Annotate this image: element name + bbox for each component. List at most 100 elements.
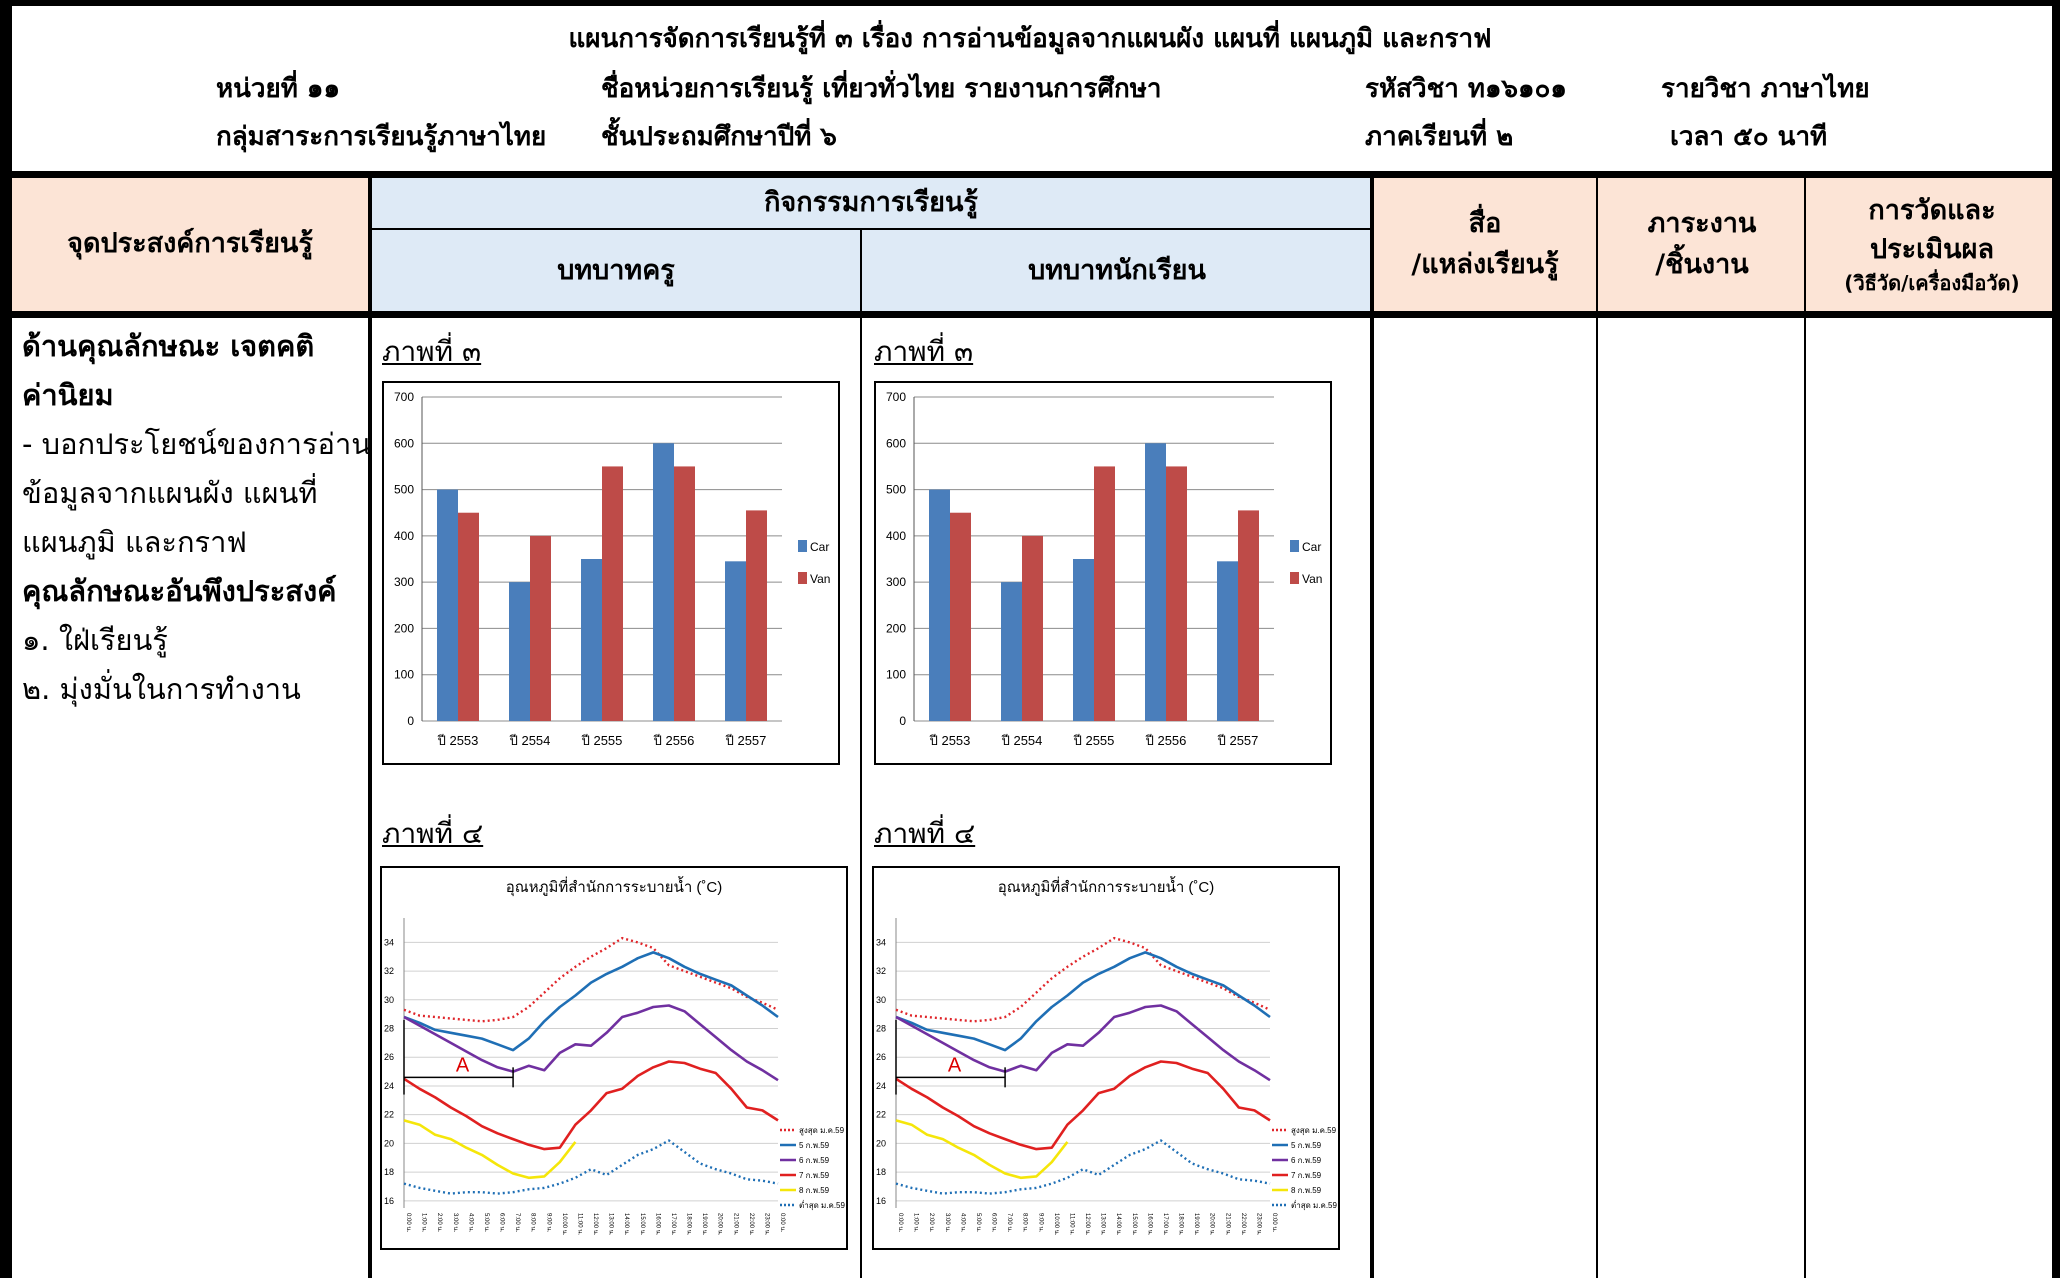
y-tick-label: 16	[384, 1196, 394, 1206]
annotation-label: A	[948, 1054, 962, 1076]
grid-line	[372, 228, 1370, 230]
legend-label: 7 ก.พ.59	[1291, 1171, 1322, 1180]
x-tick-label: 20:00 น.	[717, 1213, 723, 1236]
bar-van	[1094, 466, 1115, 721]
series-line	[403, 1139, 779, 1195]
legend-label: 7 ก.พ.59	[799, 1171, 830, 1180]
x-tick-label: 0:00 น.	[779, 1213, 785, 1232]
x-tick-label: 6:00 น.	[991, 1213, 997, 1232]
bar-car	[725, 561, 746, 721]
y-tick-label: 34	[876, 937, 886, 947]
y-tick-label: 20	[384, 1138, 394, 1148]
x-tick-label: 0:00 น.	[1271, 1213, 1277, 1232]
legend-label: Van	[1302, 572, 1322, 586]
evaluation-header-line1: การวัดและ	[1868, 194, 1996, 226]
grid-line	[0, 0, 2060, 6]
grid-line	[1804, 178, 1806, 1278]
series-line	[403, 1060, 779, 1151]
teacher-figure-3-caption: ภาพที่ ๓	[382, 335, 482, 368]
bar-chart: 0 100 200 300 400 500 600 700 ปี 2553 ปี 2554 ปี 2…	[394, 390, 831, 748]
x-tick-label: 9:00 น.	[1037, 1213, 1043, 1232]
learning-area: กลุ่มสาระการเรียนรู้ภาษาไทย	[216, 122, 547, 152]
bar-chart: 0 100 200 300 400 500 600 700 ปี 2553 ปี 2554 ปี 2…	[886, 390, 1323, 748]
series-line	[403, 951, 779, 1052]
y-tick-label: 200	[886, 621, 906, 635]
media-column-header: สื่อ /แหล่งเรียนรู้	[1374, 178, 1596, 311]
grid-line	[1370, 178, 1374, 1278]
series-line	[895, 951, 1271, 1052]
x-tick-label: 17:00 น.	[1162, 1213, 1168, 1236]
y-tick-label: 200	[394, 621, 414, 635]
legend-label: 5 ก.พ.59	[799, 1141, 830, 1150]
bar-van	[1022, 535, 1043, 721]
x-tick-label: 8:00 น.	[530, 1213, 536, 1232]
x-tick-label: 2:00 น.	[928, 1213, 934, 1232]
x-tick-label: 5:00 น.	[483, 1213, 489, 1232]
x-tick-label: 18:00 น.	[1178, 1213, 1184, 1236]
x-tick-label: 22:00 น.	[1240, 1213, 1246, 1236]
x-tick-label: ปี 2555	[1073, 733, 1115, 748]
bar-van	[674, 466, 695, 721]
x-tick-label: ปี 2555	[581, 733, 623, 748]
line-chart: อุณหภูมิที่สำนักการระบายน้ำ (˚C) 16 18 20 22…	[876, 876, 1338, 1236]
x-tick-label: ปี 2554	[1001, 733, 1043, 748]
objective-line: ข้อมูลจากแผนผัง แผนที่	[22, 476, 318, 510]
grid-line	[0, 0, 12, 1278]
x-tick-label: ปี 2553	[929, 733, 971, 748]
grid-line	[1596, 178, 1598, 1278]
y-tick-label: 30	[384, 995, 394, 1005]
bar-car	[1001, 582, 1022, 721]
x-tick-label: 4:00 น.	[959, 1213, 965, 1232]
bar-car	[929, 489, 950, 721]
x-tick-label: 2:00 น.	[436, 1213, 442, 1232]
y-tick-label: 22	[876, 1110, 886, 1120]
media-header-line2: /แหล่งเรียนรู้	[1411, 248, 1559, 280]
legend-swatch	[1290, 540, 1299, 552]
legend-label: 8 ก.พ.59	[1291, 1186, 1322, 1195]
y-tick-label: 18	[384, 1167, 394, 1177]
y-tick-label: 24	[876, 1081, 886, 1091]
x-tick-label: 1:00 น.	[421, 1213, 427, 1232]
bar-van	[530, 535, 551, 721]
series-line	[895, 1004, 1271, 1082]
objective-header-label: จุดประสงค์การเรียนรู้	[67, 228, 313, 260]
y-tick-label: 26	[384, 1052, 394, 1062]
x-tick-label: 19:00 น.	[1193, 1213, 1199, 1236]
student-role-label: บทบาทนักเรียน	[1028, 255, 1206, 287]
evaluation-column-header: การวัดและ ประเมินผล (วิธีวัด/เครื่องมือว…	[1808, 178, 2056, 311]
grid-line	[0, 171, 2060, 178]
x-tick-label: 1:00 น.	[913, 1213, 919, 1232]
bar-van	[950, 512, 971, 721]
unit-number: หน่วยที่ ๑๑	[216, 74, 340, 104]
chart-title: อุณหภูมิที่สำนักการระบายน้ำ (˚C)	[998, 876, 1214, 897]
bar-car	[653, 443, 674, 721]
bar-car	[1073, 559, 1094, 721]
y-tick-label: 300	[886, 575, 906, 589]
y-tick-label: 28	[876, 1024, 886, 1034]
legend-label: สูงสุด ม.ค.59	[799, 1126, 845, 1136]
student-line-chart-box: อุณหภูมิที่สำนักการระบายน้ำ (˚C) 16 18 20 22…	[872, 866, 1340, 1250]
x-tick-label: 19:00 น.	[701, 1213, 707, 1236]
y-tick-label: 700	[886, 390, 906, 404]
objective-line: - บอกประโยชน์ของการอ่าน	[22, 427, 372, 461]
evaluation-header-line3: (วิธีวัด/เครื่องมือวัด)	[1844, 271, 2020, 296]
x-tick-label: 16:00 น.	[654, 1213, 660, 1236]
legend-label: Van	[810, 572, 830, 586]
grid-line	[860, 230, 862, 1278]
legend-label: สูงสุด ม.ค.59	[1291, 1126, 1337, 1136]
x-tick-label: 16:00 น.	[1146, 1213, 1152, 1236]
y-tick-label: 24	[384, 1081, 394, 1091]
objective-header-bg	[12, 178, 368, 311]
bar-car	[581, 559, 602, 721]
x-tick-label: 6:00 น.	[499, 1213, 505, 1232]
objective-line: ๒. มุ่งมั่นในการทำงาน	[22, 672, 301, 706]
grade-level: ชั้นประถมศึกษาปีที่ ๖	[601, 122, 837, 152]
task-column-header: ภาระงาน /ชิ้นงาน	[1600, 178, 1804, 311]
grid-line	[368, 178, 372, 1278]
series-line	[895, 936, 1271, 1023]
unit-name: ชื่อหน่วยการเรียนรู้ เที่ยวทั่วไทย รายงา…	[601, 74, 1162, 104]
student-figure-3-caption: ภาพที่ ๓	[874, 335, 974, 368]
x-tick-label: ปี 2556	[653, 733, 695, 748]
x-tick-label: 15:00 น.	[639, 1213, 645, 1236]
bar-van	[602, 466, 623, 721]
